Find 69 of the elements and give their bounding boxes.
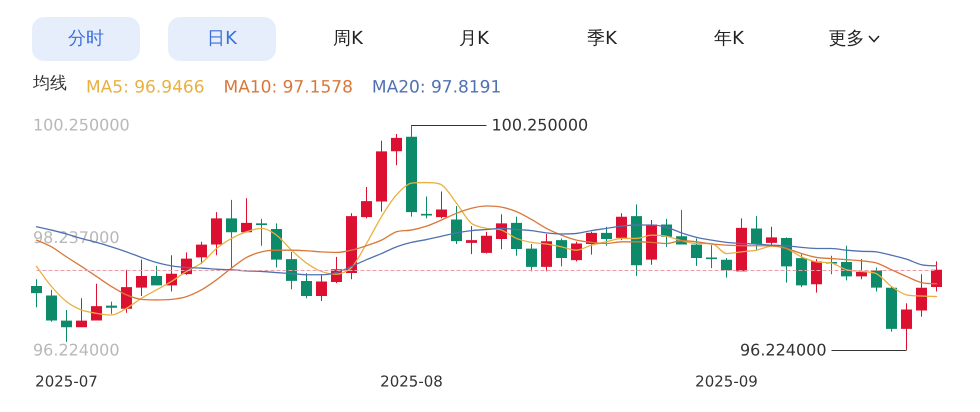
y-tick-label: 96.224000 [33,340,120,360]
y-tick-label: 100.250000 [33,116,130,134]
candlestick [541,233,552,272]
candlestick [811,258,822,294]
candlestick [376,140,387,212]
candlestick [766,226,777,246]
candlestick [421,196,432,219]
candlestick [76,298,87,328]
candlestick [886,286,897,332]
candlestick [721,258,732,278]
candlestick [916,274,927,318]
candlestick [196,241,207,265]
text: MA5: 96.9466 [86,78,205,98]
candlestick [616,212,627,241]
candlestick [856,258,867,280]
candlestick [211,212,222,256]
candlestick [391,133,402,166]
text: 月K [458,27,490,51]
candlestick [61,309,72,342]
text: MA10: 97.1578 [224,78,353,98]
candlestick [136,259,147,297]
candlestick [601,226,612,246]
legend-title: 均线 [32,74,67,94]
candlestick [781,236,792,284]
text: 年K [713,27,746,51]
candlestick [466,226,477,255]
candlestick [691,238,702,266]
x-tick-label: 2025-09 [695,372,758,390]
candlestick [706,244,717,269]
x-tick-label: 2025-07 [35,372,98,390]
candlestick [451,206,462,245]
candlestick [751,216,762,251]
candlestick [316,274,327,302]
candlestick [346,212,357,280]
candlestick [796,254,807,288]
candlestick [871,267,882,292]
candlestick [46,289,57,322]
x-tick-label: 2025-08 [380,372,443,390]
candlestick [106,301,117,314]
candlestick [406,124,417,218]
text: 更多 [828,27,866,51]
candlestick [151,265,162,286]
line-series [36,205,938,301]
candlestick [226,199,237,268]
text: 周K [332,27,364,51]
annotation: 100.250000 [492,116,588,134]
annotation: 96.224000 [740,340,826,360]
text: 日K [168,17,276,61]
candlestick [286,251,297,290]
candlestick [241,198,252,232]
text: 季K [586,27,618,51]
text: MA20: 97.8191 [372,78,502,98]
candlestick [571,241,582,262]
candlestick [31,278,42,308]
line-series [36,224,938,276]
candlestick [91,283,102,321]
text: 分时 [32,17,140,61]
candlestick [481,231,492,254]
candlestick [526,244,537,272]
candlestick [631,204,642,276]
candlestick [256,218,267,246]
candlestick [901,302,912,350]
candlestick [931,260,942,292]
line-series [36,182,938,316]
candlestick [556,238,567,267]
candlestick [301,272,312,299]
candlestick [436,191,447,219]
candlestick [361,186,372,219]
candlestick [121,269,132,314]
